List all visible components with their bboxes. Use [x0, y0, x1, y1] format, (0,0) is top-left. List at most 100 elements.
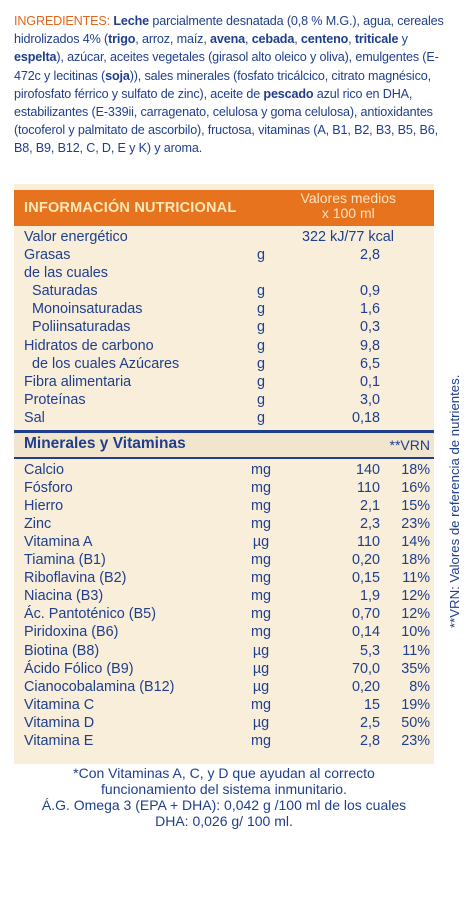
nutrient-name: de las cuales [24, 265, 108, 282]
nutrition-row: Saturadas g 0,9 [24, 282, 432, 300]
nutrient-value: 0,1 [359, 373, 380, 390]
mineral-unit: mg [251, 480, 271, 497]
mineral-value: 5,3 [359, 642, 380, 659]
nutrient-value: 0,3 [359, 319, 380, 336]
mineral-vrn-pct: 35% [401, 660, 430, 677]
mineral-vrn-pct: 12% [401, 588, 430, 605]
allergen-highlight: soja [105, 68, 130, 83]
allergen-highlight: cebada [251, 32, 295, 47]
allergen-highlight: avena [210, 32, 245, 47]
nutrition-row: Poliinsaturadas g 0,3 [24, 318, 432, 336]
mineral-value: 2,1 [359, 498, 380, 515]
mineral-row: Piridoxina (B6) mg 0,14 10% [24, 623, 432, 641]
mineral-value: 0,14 [351, 624, 380, 641]
nutrient-value: 1,6 [359, 301, 380, 318]
mineral-row: Biotina (B8) µg 5,3 11% [24, 642, 432, 660]
ingredients-segment: )), sales minerales (fosfato tricálcico,… [14, 68, 431, 101]
nutrient-unit: g [256, 337, 265, 354]
mineral-vrn-pct: 50% [401, 714, 430, 731]
mineral-row: Riboflavina (B2) mg 0,15 11% [24, 569, 432, 587]
ingredients-segment: parcialmente desnatada (0,8 % M.G.), agu… [14, 14, 444, 47]
mineral-vrn-pct: 18% [401, 552, 430, 569]
mineral-name: Cianocobalamina (B12) [24, 678, 175, 695]
allergen-highlight: espelta [14, 50, 57, 65]
allergen-highlight: trigo [108, 32, 136, 47]
mineral-unit: mg [251, 516, 271, 533]
nutrient-unit: g [256, 283, 265, 300]
mineral-vrn-pct: 11% [402, 570, 430, 587]
nutrition-row: de las cuales [24, 264, 432, 282]
mineral-row: Calcio mg 140 18% [24, 461, 432, 479]
allergen-highlight: centeno [300, 32, 349, 47]
nutrition-panel: INFORMACIÓN NUTRICIONAL Valores medios x… [14, 184, 434, 764]
nutrient-unit: g [256, 301, 265, 318]
mineral-vrn-pct: 8% [409, 678, 430, 695]
mineral-name: Niacina (B3) [24, 588, 104, 605]
mineral-row: Cianocobalamina (B12) µg 0,20 8% [24, 678, 432, 696]
nutrient-name: Fibra alimentaria [24, 373, 132, 390]
mineral-vrn-pct: 15% [401, 498, 430, 515]
nutrient-unit: g [256, 391, 265, 408]
mineral-row: Niacina (B3) mg 1,9 12% [24, 587, 432, 605]
mineral-value: 140 [355, 462, 380, 478]
mineral-unit: µg [252, 714, 270, 731]
nutrient-name: Hidratos de carbono [24, 337, 154, 354]
mineral-name: Ác. Pantoténico (B5) [24, 606, 156, 623]
nutrient-name: Proteínas [24, 391, 86, 408]
mineral-name: Vitamina C [24, 696, 95, 713]
mineral-name: Fósforo [24, 480, 73, 497]
mineral-name: Vitamina E [24, 732, 94, 749]
mineral-vrn-pct: 23% [401, 732, 430, 749]
mineral-unit: mg [251, 570, 271, 587]
mineral-vrn-pct: 12% [401, 606, 430, 623]
nutrient-name: de los cuales Azúcares [32, 355, 180, 372]
footnote-dha: DHA: 0,026 g/ 100 ml. [155, 813, 293, 829]
mineral-name: Zinc [24, 516, 52, 533]
mineral-value: 0,15 [351, 570, 380, 587]
minerals-header-rule [14, 457, 434, 459]
energy-row: Valor energético 322 kJ/77 kcal [24, 228, 432, 246]
mineral-row: Tiamina (B1) mg 0,20 18% [24, 551, 432, 569]
allergen-highlight: pescado [263, 86, 314, 101]
mineral-name: Biotina (B8) [24, 642, 100, 659]
nutrition-row: Monoinsaturadas g 1,6 [24, 300, 432, 318]
energy-name: Valor energético [24, 229, 128, 245]
nutrient-name: Sal [24, 409, 45, 426]
mineral-unit: µg [252, 642, 270, 659]
mineral-value: 110 [357, 480, 380, 497]
mineral-name: Vitamina A [24, 534, 93, 551]
nutrient-unit: g [256, 373, 265, 390]
mineral-row: Ác. Pantoténico (B5) mg 0,70 12% [24, 605, 432, 623]
footnote-immune-cont: funcionamiento del sistema inmunitario. [101, 781, 347, 797]
nutrient-unit: g [256, 355, 265, 372]
nutrient-value: 9,8 [359, 337, 380, 354]
ingredients-segment: , [348, 32, 355, 47]
nutrition-row: Sal g 0,18 [24, 409, 432, 427]
minerals-title: Minerales y Vitaminas [24, 435, 186, 452]
mineral-name: Piridoxina (B6) [24, 624, 119, 641]
per-100ml-label: x 100 ml [321, 205, 375, 221]
mineral-name: Calcio [24, 462, 64, 478]
mineral-vrn-pct: 11% [402, 642, 430, 659]
mineral-vrn-pct: 19% [401, 696, 430, 713]
ingredients-label: INGREDIENTES: [14, 14, 111, 28]
mineral-unit: mg [251, 732, 271, 749]
mineral-vrn-pct: 10% [401, 624, 430, 641]
mineral-value: 0,70 [351, 606, 380, 623]
mineral-unit: mg [251, 498, 271, 515]
nutrient-unit: g [256, 409, 265, 426]
mineral-vrn-pct: 23% [401, 516, 430, 533]
nutrient-unit: g [256, 319, 265, 336]
mineral-row: Vitamina E mg 2,8 23% [24, 732, 432, 750]
mineral-unit: µg [252, 534, 270, 551]
mineral-unit: µg [252, 678, 270, 695]
mineral-row: Zinc mg 2,3 23% [24, 515, 432, 533]
nutrient-name: Grasas [24, 247, 71, 263]
mineral-value: 110 [357, 534, 380, 551]
footnote-omega3: Á.G. Omega 3 (EPA + DHA): 0,042 g /100 m… [41, 797, 407, 813]
ingredients-segment: y [398, 32, 408, 47]
mineral-name: Riboflavina (B2) [24, 570, 127, 587]
nutrition-title: INFORMACIÓN NUTRICIONAL [24, 200, 237, 216]
mineral-unit: mg [251, 588, 271, 605]
nutrient-value: 3,0 [359, 391, 380, 408]
